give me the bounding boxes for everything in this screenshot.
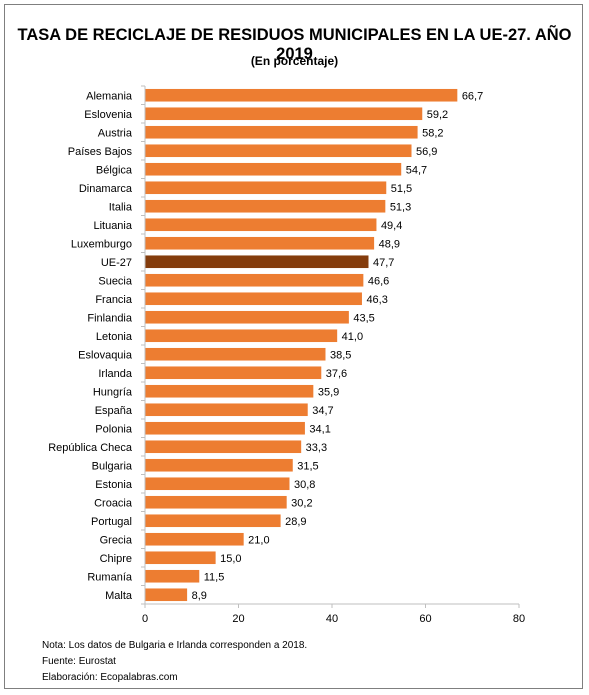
bar xyxy=(145,144,412,158)
category-label: Países Bajos xyxy=(68,146,133,158)
data-label: 58,2 xyxy=(422,127,443,139)
data-label: 21,0 xyxy=(248,534,269,546)
category-label: Croacia xyxy=(94,497,133,509)
source-text: Fuente: Eurostat xyxy=(42,656,116,667)
bar xyxy=(145,384,314,398)
data-label: 8,9 xyxy=(192,590,207,602)
data-label: 49,4 xyxy=(381,220,402,232)
category-label: Luxemburgo xyxy=(71,238,132,250)
data-label: 51,3 xyxy=(390,201,411,213)
category-label: Suecia xyxy=(98,275,133,287)
bar xyxy=(145,532,244,546)
category-label: Dinamarca xyxy=(79,183,133,195)
bar xyxy=(145,403,308,417)
data-label: 35,9 xyxy=(318,386,339,398)
category-label: Hungría xyxy=(93,386,133,398)
bar xyxy=(145,458,293,472)
category-label: Eslovaquia xyxy=(78,349,133,361)
bar xyxy=(145,477,290,491)
note-text: Nota: Los datos de Bulgaria e Irlanda co… xyxy=(42,640,308,651)
category-label: Italia xyxy=(109,201,133,213)
bar xyxy=(145,181,387,195)
bar xyxy=(145,329,338,343)
category-label: Alemania xyxy=(86,90,133,102)
bar xyxy=(145,421,305,435)
bar xyxy=(145,199,386,213)
category-label: Eslovenia xyxy=(84,109,133,121)
data-label: 47,7 xyxy=(373,257,394,269)
bar xyxy=(145,588,188,602)
bar xyxy=(145,551,216,565)
category-label: Estonia xyxy=(95,479,133,491)
data-label: 34,7 xyxy=(312,405,333,417)
data-label: 15,0 xyxy=(220,553,241,565)
category-label: UE-27 xyxy=(101,257,132,269)
category-label: Malta xyxy=(105,590,133,602)
bar xyxy=(145,292,362,306)
elaboration-text: Elaboración: Ecopalabras.com xyxy=(42,672,178,683)
category-label: Irlanda xyxy=(98,368,133,380)
bar xyxy=(145,569,200,583)
data-label: 46,6 xyxy=(368,275,389,287)
data-label: 31,5 xyxy=(297,460,318,472)
category-label: Grecia xyxy=(100,534,133,546)
bar xyxy=(145,162,402,176)
x-tick-label: 0 xyxy=(142,613,148,625)
chart-subtitle: (En porcentaje) xyxy=(250,54,339,68)
bar xyxy=(145,310,349,324)
category-label: Letonia xyxy=(96,331,133,343)
bar xyxy=(145,88,458,102)
data-label: 48,9 xyxy=(379,238,400,250)
bar xyxy=(145,218,377,232)
data-label: 37,6 xyxy=(326,368,347,380)
bar xyxy=(145,514,281,528)
x-tick-label: 40 xyxy=(326,613,338,625)
category-label: Austria xyxy=(98,127,133,139)
category-label: Francia xyxy=(95,294,133,306)
chart-title: TASA DE RECICLAJE DE RESIDUOS MUNICIPALE… xyxy=(17,26,572,63)
chart-notes: Nota: Los datos de Bulgaria e Irlanda co… xyxy=(42,638,307,686)
category-label: República Checa xyxy=(48,442,133,454)
bar xyxy=(145,236,375,250)
bar xyxy=(145,125,418,139)
bar xyxy=(145,347,326,361)
data-label: 34,1 xyxy=(309,423,330,435)
bar xyxy=(145,440,302,454)
data-label: 43,5 xyxy=(353,312,374,324)
data-label: 41,0 xyxy=(342,331,363,343)
category-label: Polonia xyxy=(95,423,133,435)
x-tick-label: 60 xyxy=(419,613,431,625)
category-label: Finlandia xyxy=(87,312,133,324)
data-label: 11,5 xyxy=(204,571,225,583)
x-tick-label: 80 xyxy=(513,613,525,625)
category-label: España xyxy=(95,405,133,417)
category-label: Rumanía xyxy=(87,571,133,583)
bar xyxy=(145,273,364,287)
data-label: 66,7 xyxy=(462,90,483,102)
data-label: 59,2 xyxy=(427,109,448,121)
data-label: 38,5 xyxy=(330,349,351,361)
data-label: 54,7 xyxy=(406,164,427,176)
data-label: 46,3 xyxy=(366,294,387,306)
bar xyxy=(145,255,369,269)
bar xyxy=(145,107,423,121)
data-label: 30,2 xyxy=(291,497,312,509)
category-label: Chipre xyxy=(100,553,132,565)
x-tick-label: 20 xyxy=(232,613,244,625)
data-label: 56,9 xyxy=(416,146,437,158)
data-label: 30,8 xyxy=(294,479,315,491)
bar xyxy=(145,495,287,509)
category-label: Bulgaria xyxy=(92,460,133,472)
data-label: 28,9 xyxy=(285,516,306,528)
data-label: 51,5 xyxy=(391,183,412,195)
bar xyxy=(145,366,322,380)
category-label: Bélgica xyxy=(96,164,133,176)
category-label: Portugal xyxy=(91,516,132,528)
category-label: Lituania xyxy=(93,220,132,232)
data-label: 33,3 xyxy=(306,442,327,454)
